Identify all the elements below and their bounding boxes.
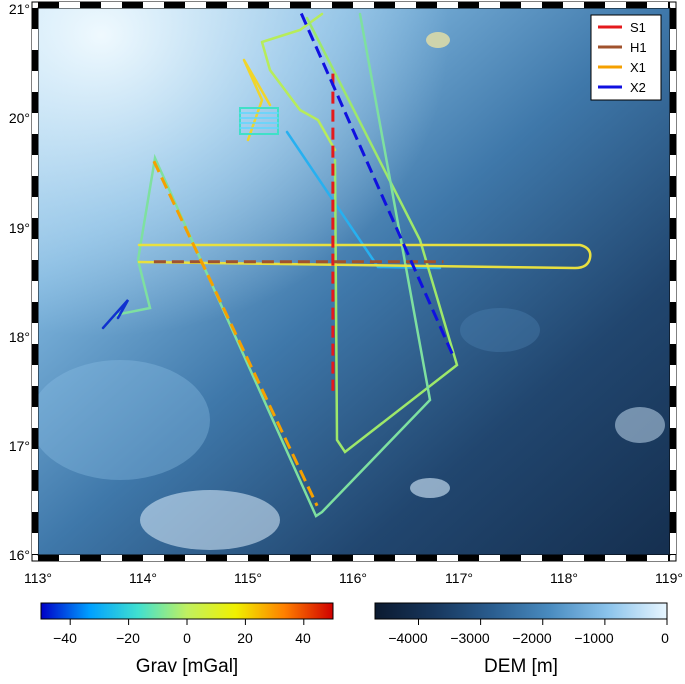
grav-tick-label: −40	[53, 630, 77, 646]
x-axis-labels: 113° 114° 115° 116° 117° 118° 119°	[24, 570, 683, 586]
map-frame	[31, 1, 677, 562]
legend-item-h1: H1	[598, 40, 647, 55]
legend-label-h1: H1	[630, 40, 647, 55]
dem-tick-label: −2000	[512, 630, 552, 646]
y-tick-label: 17°	[9, 438, 30, 454]
y-tick-label: 16°	[9, 547, 30, 563]
y-tick-label: 20°	[9, 110, 30, 126]
x-tick-label: 119°	[655, 570, 683, 586]
legend: S1 H1 X1 X2	[590, 14, 662, 101]
legend-item-x2: X2	[598, 80, 646, 95]
profile-x2	[299, 12, 456, 359]
dem-tick-label: −3000	[450, 630, 490, 646]
x-tick-label: 113°	[24, 570, 52, 586]
x-tick-label: 115°	[234, 570, 262, 586]
dem-colorbar-ticks	[417, 619, 668, 625]
y-tick-label: 21°	[9, 1, 30, 17]
x-tick-label: 114°	[129, 570, 157, 586]
track-diagonal-mid	[285, 130, 442, 270]
grav-colorbar: −40 −20 0 20 40 Grav [mGal]	[40, 602, 334, 677]
legend-profiles	[152, 12, 456, 507]
dem-colorbar-bar	[374, 602, 668, 620]
grav-tick-label: 0	[183, 630, 191, 646]
dem-colorbar-title: DEM [m]	[484, 656, 558, 677]
legend-item-s1: S1	[598, 20, 646, 35]
x-tick-label: 116°	[339, 570, 367, 586]
dem-colorbar: −4000 −3000 −2000 −1000 0 DEM [m]	[374, 602, 669, 677]
track-east-loop	[305, 16, 459, 454]
legend-label-x2: X2	[630, 80, 646, 95]
legend-label-s1: S1	[630, 20, 646, 35]
y-tick-label: 19°	[9, 220, 30, 236]
dem-tick-label: −1000	[574, 630, 614, 646]
track-west-blue	[101, 299, 130, 330]
x-tick-label: 117°	[445, 570, 473, 586]
dem-tick-label: −4000	[388, 630, 428, 646]
y-tick-label: 18°	[9, 329, 30, 345]
dem-background	[38, 8, 670, 555]
grav-colorbar-bar	[40, 602, 334, 620]
track-survey-grid	[239, 107, 279, 135]
track-h-east	[137, 243, 592, 270]
dem-tick-label: 0	[661, 630, 669, 646]
grav-colorbar-title: Grav [mGal]	[136, 656, 238, 677]
profile-x1	[152, 160, 319, 507]
y-axis-labels: 16° 17° 18° 19° 20° 21°	[9, 1, 30, 563]
legend-item-x1: X1	[598, 60, 646, 75]
grav-tick-label: 40	[295, 630, 311, 646]
track-long-south	[101, 12, 432, 518]
x-tick-label: 118°	[550, 570, 578, 586]
track-cluster	[242, 58, 272, 142]
legend-label-x1: X1	[630, 60, 646, 75]
grav-tick-label: −20	[116, 630, 140, 646]
survey-tracks	[101, 12, 592, 518]
grav-tick-label: 20	[237, 630, 253, 646]
track-loop-north	[260, 12, 337, 152]
grav-colorbar-ticks	[69, 619, 305, 625]
